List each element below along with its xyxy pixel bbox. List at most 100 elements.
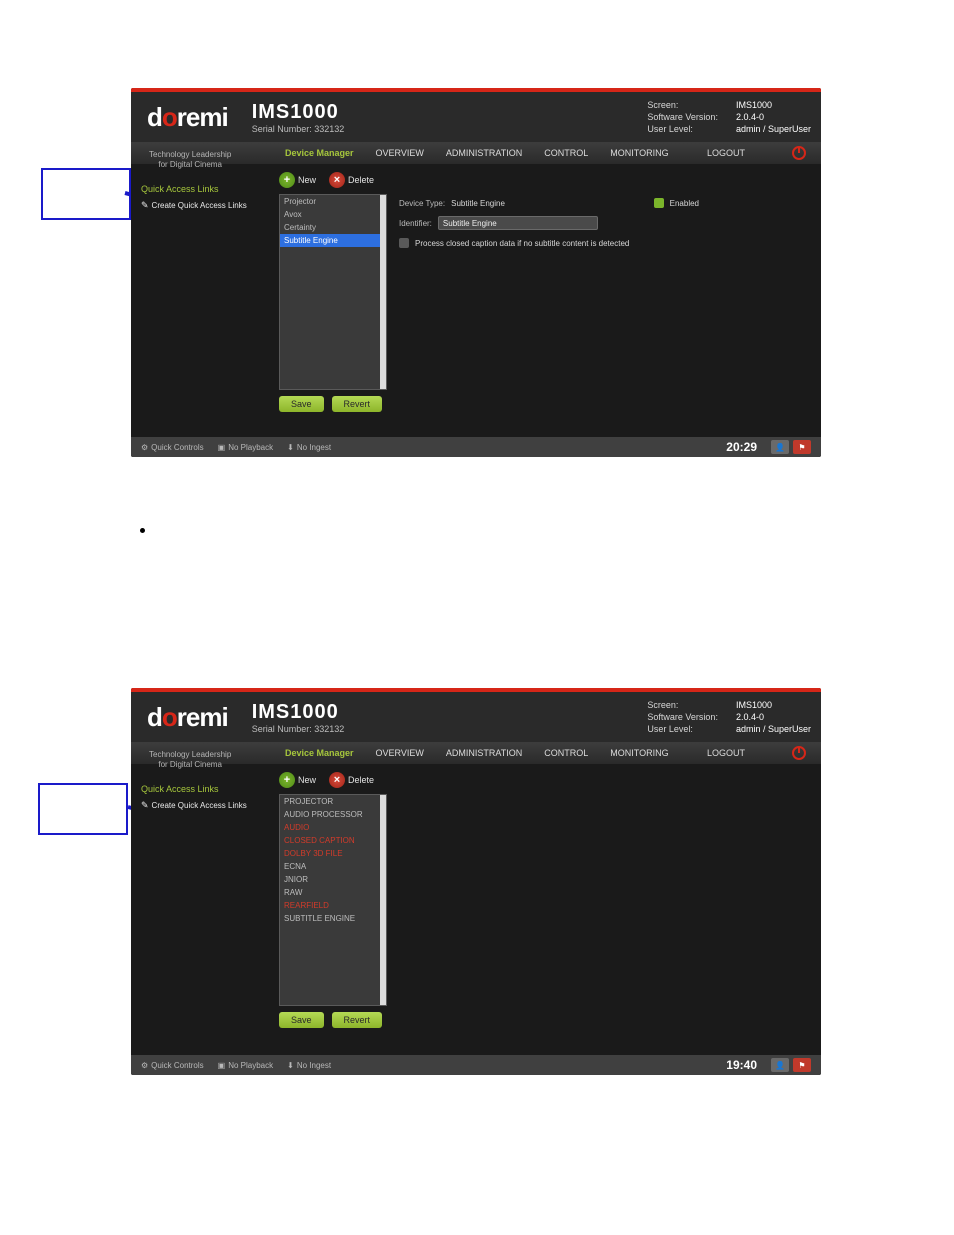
device-type-item[interactable]: AUDIO	[280, 821, 386, 834]
device-type-item[interactable]: AUDIO PROCESSOR	[280, 808, 386, 821]
new-button[interactable]: New	[298, 775, 316, 785]
scrollbar[interactable]	[380, 195, 386, 389]
nav-logout[interactable]: LOGOUT	[707, 748, 745, 758]
sb-flag-icon[interactable]: ⚑	[793, 1058, 811, 1072]
save-button[interactable]: Save	[279, 396, 324, 412]
delete-icon[interactable]: ×	[329, 772, 345, 788]
nav-monitoring[interactable]: MONITORING	[610, 748, 668, 758]
device-list[interactable]: ProjectorAvoxCertaintySubtitle Engine	[279, 194, 387, 390]
device-type-item[interactable]: PROJECTOR	[280, 795, 386, 808]
device-list-item[interactable]: Subtitle Engine	[280, 234, 386, 247]
info-screen-label: Screen:	[647, 700, 718, 710]
nav-administration[interactable]: ADMINISTRATION	[446, 748, 522, 758]
device-type-value: Subtitle Engine	[451, 199, 505, 208]
info-user-value: admin / SuperUser	[736, 724, 811, 734]
device-type-label: Device Type:	[399, 199, 445, 208]
brand-o: o	[162, 102, 177, 132]
info-user-value: admin / SuperUser	[736, 124, 811, 134]
device-list-item[interactable]: Avox	[280, 208, 386, 221]
delete-button[interactable]: Delete	[348, 775, 374, 785]
sb-no-playback[interactable]: ▣ No Playback	[218, 1061, 273, 1070]
brand-remi: remi	[177, 702, 228, 732]
tagline: Technology Leadership for Digital Cinema	[149, 150, 231, 169]
header: doremi IMS1000 Serial Number: 332132 Scr…	[131, 692, 821, 742]
device-list-item[interactable]: Certainty	[280, 221, 386, 234]
sb-quick-controls[interactable]: ⚙ Quick Controls	[141, 443, 204, 452]
clock: 20:29	[726, 440, 757, 454]
sb-user-icon[interactable]: 👤	[771, 1058, 789, 1072]
sb-quick-controls[interactable]: ⚙ Quick Controls	[141, 1061, 204, 1070]
brand-remi: remi	[177, 102, 228, 132]
sb-flag-icon[interactable]: ⚑	[793, 440, 811, 454]
info-screen-value: IMS1000	[736, 700, 811, 710]
add-icon[interactable]: +	[279, 172, 295, 188]
info-screen-label: Screen:	[647, 100, 718, 110]
device-type-item[interactable]: CLOSED CAPTION	[280, 834, 386, 847]
sb-user-icon[interactable]: 👤	[771, 440, 789, 454]
header: doremi IMS1000 Serial Number: 332132 Scr…	[131, 92, 821, 142]
product-name: IMS1000	[252, 701, 345, 724]
screenshot-1: doremi IMS1000 Serial Number: 332132 Scr…	[131, 88, 821, 457]
sidebar: Quick Access Links ✎ Create Quick Access…	[141, 784, 273, 811]
device-type-list[interactable]: PROJECTORAUDIO PROCESSORAUDIOCLOSED CAPT…	[279, 794, 387, 1006]
device-type-item[interactable]: RAW	[280, 886, 386, 899]
device-type-item[interactable]: SUBTITLE ENGINE	[280, 912, 386, 925]
save-button[interactable]: Save	[279, 1012, 324, 1028]
serial-number: Serial Number: 332132	[252, 724, 345, 734]
nav-overview[interactable]: OVERVIEW	[376, 148, 424, 158]
nav-overview[interactable]: OVERVIEW	[376, 748, 424, 758]
create-quick-access-link[interactable]: ✎ Create Quick Access Links	[141, 800, 273, 811]
enabled-label: Enabled	[670, 199, 699, 208]
scrollbar[interactable]	[380, 795, 386, 1005]
power-icon[interactable]	[791, 745, 807, 761]
nav-control[interactable]: CONTROL	[544, 148, 588, 158]
tagline-l1: Technology Leadership	[149, 750, 231, 760]
sb-no-playback[interactable]: ▣ No Playback	[218, 443, 273, 452]
create-quick-access-link[interactable]: ✎ Create Quick Access Links	[141, 200, 273, 211]
save-row: Save Revert	[279, 396, 809, 412]
enabled-checkbox[interactable]	[654, 198, 664, 208]
power-icon[interactable]	[791, 145, 807, 161]
status-bar: ⚙ Quick Controls ▣ No Playback ⬇ No Inge…	[131, 437, 821, 457]
add-icon[interactable]: +	[279, 772, 295, 788]
brand-d: d	[147, 702, 162, 732]
device-list-item[interactable]: Projector	[280, 195, 386, 208]
screenshot-2: doremi IMS1000 Serial Number: 332132 Scr…	[131, 688, 821, 1075]
sb-no-ingest[interactable]: ⬇ No Ingest	[287, 1061, 331, 1070]
info-user-label: User Level:	[647, 124, 718, 134]
info-sw-value: 2.0.4-0	[736, 112, 811, 122]
device-type-item[interactable]: ECNA	[280, 860, 386, 873]
nav-logout[interactable]: LOGOUT	[707, 148, 745, 158]
device-type-item[interactable]: REARFIELD	[280, 899, 386, 912]
nav-administration[interactable]: ADMINISTRATION	[446, 148, 522, 158]
navbar: Device Manager OVERVIEW ADMINISTRATION C…	[131, 142, 821, 164]
navbar: Device Manager OVERVIEW ADMINISTRATION C…	[131, 742, 821, 764]
pencil-icon: ✎	[141, 200, 149, 211]
tagline-l2: for Digital Cinema	[149, 760, 231, 770]
nav-device-manager[interactable]: Device Manager	[285, 148, 354, 158]
header-info: Screen: IMS1000 Software Version: 2.0.4-…	[647, 700, 811, 734]
delete-button[interactable]: Delete	[348, 175, 374, 185]
info-sw-label: Software Version:	[647, 112, 718, 122]
product-block: IMS1000 Serial Number: 332132	[252, 101, 345, 134]
device-type-item[interactable]: DOLBY 3D FILE	[280, 847, 386, 860]
process-cc-checkbox[interactable]	[399, 238, 409, 248]
nav-monitoring[interactable]: MONITORING	[610, 148, 668, 158]
sidebar: Quick Access Links ✎ Create Quick Access…	[141, 184, 273, 211]
product-block: IMS1000 Serial Number: 332132	[252, 701, 345, 734]
toolbar: + New × Delete	[279, 172, 809, 188]
brand-o: o	[162, 702, 177, 732]
main-panel: + New × Delete PROJECTORAUDIO PROCESSORA…	[279, 772, 809, 1028]
revert-button[interactable]: Revert	[332, 1012, 383, 1028]
device-type-item[interactable]: JNIOR	[280, 873, 386, 886]
bullet-dot	[140, 528, 145, 533]
delete-icon[interactable]: ×	[329, 172, 345, 188]
nav-device-manager[interactable]: Device Manager	[285, 748, 354, 758]
brand-d: d	[147, 102, 162, 132]
identifier-input[interactable]	[438, 216, 598, 230]
revert-button[interactable]: Revert	[332, 396, 383, 412]
save-row: Save Revert	[279, 1012, 809, 1028]
sb-no-ingest[interactable]: ⬇ No Ingest	[287, 443, 331, 452]
nav-control[interactable]: CONTROL	[544, 748, 588, 758]
new-button[interactable]: New	[298, 175, 316, 185]
